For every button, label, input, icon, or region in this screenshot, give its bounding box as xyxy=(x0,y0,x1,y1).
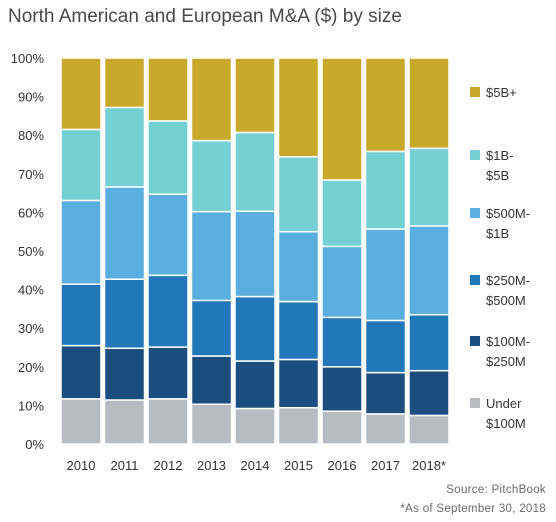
bar-segment xyxy=(364,57,407,153)
bar-segment xyxy=(321,410,363,445)
bar-segment xyxy=(364,371,407,415)
bar-segment xyxy=(277,57,320,158)
legend-swatch xyxy=(470,150,480,160)
legend-label: $1B xyxy=(486,226,509,241)
bar-segment xyxy=(277,358,320,409)
x-tick-label: 2012 xyxy=(154,458,183,473)
bar-segment xyxy=(60,128,102,202)
bar-segment xyxy=(147,346,189,400)
y-tick-label: 90% xyxy=(18,90,44,105)
legend-swatch xyxy=(470,398,480,408)
bar-segment xyxy=(103,399,146,445)
bar-segment xyxy=(321,57,363,181)
y-tick-label: 60% xyxy=(18,205,44,220)
x-tick-label: 2010 xyxy=(67,458,96,473)
bar-segment xyxy=(364,150,407,230)
legend-label: $5B xyxy=(486,168,509,183)
bar-segment xyxy=(234,57,276,134)
chart-title: North American and European M&A ($) by s… xyxy=(8,6,402,27)
bar-segment xyxy=(147,57,189,122)
bar-segment xyxy=(190,57,233,142)
legend-label: $1B- xyxy=(486,148,513,163)
bar-segment xyxy=(364,319,407,374)
y-tick-label: 30% xyxy=(18,321,44,336)
bar-segment xyxy=(234,210,276,298)
x-tick-label: 2018* xyxy=(412,458,446,473)
y-tick-label: 20% xyxy=(18,360,44,375)
bar-segment xyxy=(408,313,450,372)
bar-segment xyxy=(103,186,146,280)
y-tick-label: 40% xyxy=(18,283,44,298)
bar-segment xyxy=(190,355,233,405)
x-tick-label: 2017 xyxy=(371,458,400,473)
bar-segment xyxy=(408,369,450,417)
bar-segment xyxy=(234,131,276,212)
bar-segment xyxy=(190,299,233,357)
x-tick-label: 2011 xyxy=(111,458,139,473)
bar-segment xyxy=(277,406,320,445)
bar-segment xyxy=(277,230,320,303)
bar-segment xyxy=(190,139,233,213)
legend-label: $500M- xyxy=(486,206,530,221)
bar-segment xyxy=(408,147,450,227)
bar-segment xyxy=(277,156,320,233)
y-tick-label: 80% xyxy=(18,128,44,143)
bar-segment xyxy=(103,106,146,188)
as-of-note: *As of September 30, 2018 xyxy=(400,503,546,515)
legend-swatch xyxy=(470,87,480,97)
legend-label: $500M xyxy=(486,293,526,308)
x-tick-label: 2014 xyxy=(241,458,270,473)
bar-segment xyxy=(60,398,102,445)
bar-segment xyxy=(321,245,363,319)
bar-segment xyxy=(60,199,102,285)
legend-swatch xyxy=(470,275,480,285)
bar-segment xyxy=(408,225,450,316)
y-tick-label: 70% xyxy=(18,167,44,182)
legend-label: Under xyxy=(486,396,522,411)
y-tick-label: 10% xyxy=(18,398,44,413)
y-tick-label: 50% xyxy=(18,244,44,259)
legend-swatch xyxy=(470,208,480,218)
legend-label: $250M- xyxy=(486,273,530,288)
x-tick-label: 2015 xyxy=(284,458,313,473)
bar-segment xyxy=(234,360,276,410)
bar-segment xyxy=(364,228,407,322)
bar-segment xyxy=(190,403,233,445)
bar-segment xyxy=(147,274,189,348)
bar-segment xyxy=(60,283,102,347)
bar-segment xyxy=(60,344,102,400)
legend-label: $100M- xyxy=(486,334,530,349)
legend-swatch xyxy=(470,336,480,346)
legend-label: $100M xyxy=(486,416,526,431)
y-tick-label: 100% xyxy=(11,51,45,66)
bar-segment xyxy=(103,347,146,401)
bar-segment xyxy=(190,210,233,302)
bar-segment xyxy=(321,179,363,248)
bar-segment xyxy=(103,278,146,350)
bar-segment xyxy=(234,407,276,445)
bar-segment xyxy=(234,295,276,362)
legend-label: $5B+ xyxy=(486,85,517,100)
x-tick-label: 2016 xyxy=(328,458,357,473)
bar-segment xyxy=(103,57,146,109)
bar-segment xyxy=(321,316,363,368)
bar-segment xyxy=(147,120,189,196)
source-note: Source: PitchBook xyxy=(446,484,546,496)
bar-segment xyxy=(364,413,407,445)
x-tick-label: 2013 xyxy=(197,458,226,473)
bar-segment xyxy=(277,300,320,361)
bar-segment xyxy=(321,366,363,412)
bar-segment xyxy=(60,57,102,131)
bar-segment xyxy=(147,398,189,445)
bar-segment xyxy=(408,414,450,445)
legend-label: $250M xyxy=(486,354,526,369)
bar-segment xyxy=(147,193,189,277)
bar-segment xyxy=(408,57,450,150)
y-tick-label: 0% xyxy=(25,437,44,452)
